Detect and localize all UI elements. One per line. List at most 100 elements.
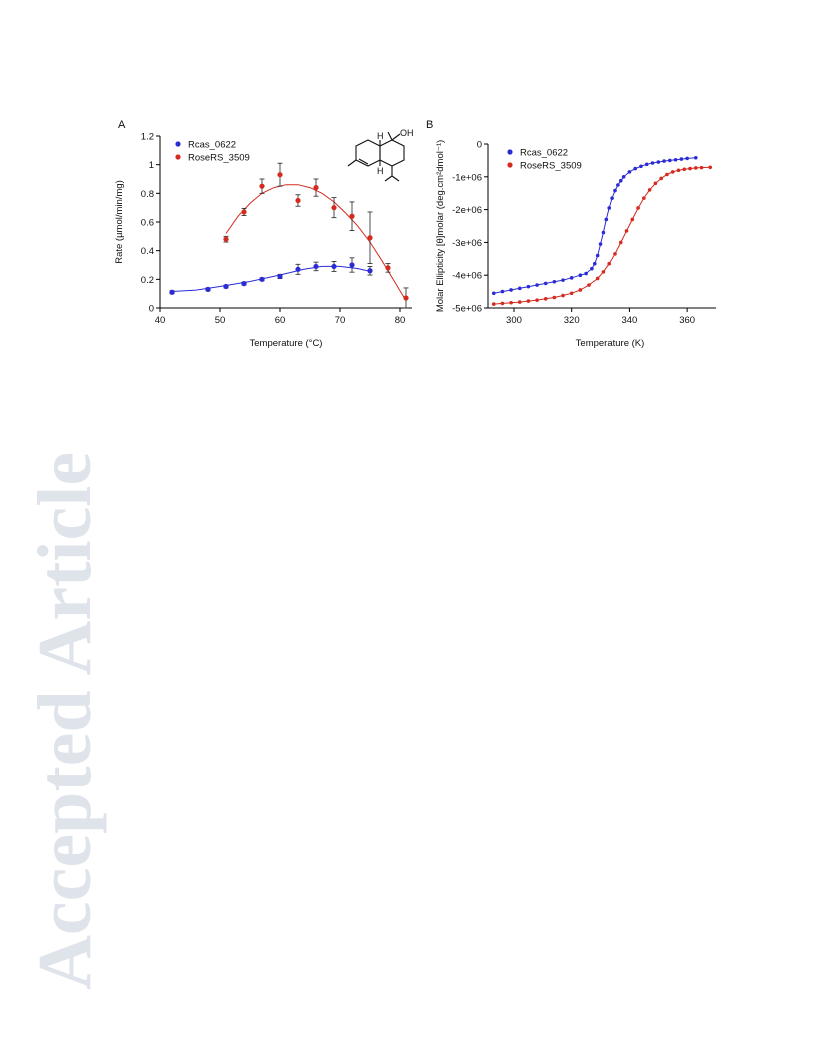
panel-b-point-rcas [633,166,637,171]
atom-label-h-bottom: H [377,166,384,176]
panel-b-point-rcas [618,178,623,183]
panel-b-point-rose [526,299,531,303]
panel-b-point-rcas [673,157,678,162]
panel-b-point-rose [699,165,704,170]
watermark-text: Accepted Article [23,452,107,990]
panel-a-point-rcas [313,263,319,270]
panel-a-y-tick-label: 0.6 [141,218,154,229]
panel-b-point-rcas [601,230,606,235]
ring-left [355,139,381,167]
panel-a-point-rcas [277,273,283,280]
panel-a-x-tick-label: 50 [215,315,226,326]
panel-b-point-rcas [693,155,698,160]
ring-right [379,139,405,167]
panel-b-point-rcas [509,288,513,292]
panel-a-point-rcas [295,266,301,272]
panel-a-y-axis-title: Rate (µmol/min/mg) [114,180,125,264]
panel-b-point-rose [618,240,623,245]
panel-a-point-rcas [367,268,373,274]
panel-b-point-rcas [592,261,597,266]
panel-b-point-rcas [543,281,548,286]
panel-b-point-rose [509,300,513,305]
panel-b-legend: Rcas_0622 RoseRS_3509 [507,148,582,172]
panel-a-legend: Rcas_0622 RoseRS_3509 [175,140,250,164]
panel-b-point-rose [624,229,629,233]
panel-a-y-tick-label: 0 [149,304,154,315]
panel-b-point-rcas [644,162,649,167]
panel-b-point-rcas [569,276,574,280]
panel-b-x-tick-label: 320 [564,315,580,326]
panel-b-point-rcas [627,170,632,174]
panel-b-point-rcas [595,253,600,258]
panel-b-point-rcas [561,278,565,282]
panel-b-point-rose [659,176,663,181]
panel-a-rate-vs-temperature: A 40 50 60 70 80 0 0.2 0.4 0.6 0.8 1 1.2 Temperatur… [114,119,414,349]
panel-b-point-rcas [621,175,626,179]
panel-b-point-rose [595,276,600,281]
panel-b-y-tick-label: -4e+06 [452,271,482,282]
figure-two-panels: A 40 50 60 70 80 0 0.2 0.4 0.6 0.8 1 1.2 Temperatur… [114,119,716,349]
atom-label-h-top: H [377,131,384,141]
panel-b-point-rose [569,291,574,296]
panel-b-y-tick-label: -1e+06 [452,172,482,183]
legend-marker-rose [175,154,181,160]
panel-b-point-rcas [610,196,614,200]
panel-a-point-rose [313,185,319,191]
panel-b-point-rose [607,261,612,266]
panel-b-point-rcas [584,271,588,276]
panel-b-point-rose [535,298,539,302]
panel-b-point-rose [653,181,658,186]
panel-b-point-rcas [607,206,612,210]
panel-b-series-line-rcas [493,157,696,294]
panel-a-point-rose [259,183,265,189]
panel-b-point-rose [500,301,505,306]
panel-b-point-rcas [639,164,643,169]
panel-b-point-rose [578,288,583,292]
panel-b-point-rcas [662,159,666,163]
panel-b-y-tick-label: -3e+06 [452,238,482,249]
panel-b-point-rcas [613,188,617,193]
panel-b-point-rose [552,295,557,300]
panel-a-fit-line-rose [225,184,407,302]
legend-label-rcas: Rcas_0622 [188,140,236,151]
panel-b-point-rose [676,168,681,173]
panel-b-point-rcas [598,242,603,246]
panel-b-y-axis-title: Molar Ellipticity [θ]molar (deg.cm²dmol⁻… [435,140,446,312]
panel-b-point-rcas [604,217,609,222]
panel-a-y-tick-label: 0.8 [141,189,154,200]
panel-a-x-tick-label: 70 [335,315,346,326]
panel-b-point-rose [642,196,646,200]
panel-a-point-rose [295,197,301,204]
panel-b-series-line-rose [493,166,711,305]
panel-a-point-rose [403,295,409,301]
panel-a-point-rose [277,172,283,178]
methyl-left [347,159,357,167]
panel-b-x-tick-label: 360 [679,315,695,326]
ring-double-bond [358,158,369,165]
panel-b-y-tick-label: 0 [477,140,482,151]
panel-b-point-rose [543,297,548,301]
panel-a-point-rose [241,209,247,215]
panel-b-point-rcas [578,273,583,277]
panel-a-x-tick-label: 60 [275,315,286,326]
isopropyl-left [384,175,393,182]
panel-b-point-rcas [650,161,655,165]
panel-a-point-rose [223,236,229,242]
panel-b-point-rose [688,166,692,171]
panel-a-y-tick-label: 0.4 [141,246,154,257]
panel-b-point-rcas [552,279,557,284]
panel-b-x-tick-label: 340 [621,315,637,326]
panel-b-y-tick-label: -5e+06 [452,304,482,315]
legend-label-rose: RoseRS_3509 [520,161,582,172]
molecule-structure-drawing: OH H H [347,128,414,182]
panel-b-point-rcas [616,183,620,187]
panel-a-point-rcas [169,289,175,295]
panel-a-y-tick-label: 1 [149,160,154,171]
panel-a-point-rcas [349,262,355,268]
panel-a-x-tick-label: 80 [395,315,406,326]
panel-b-point-rose [601,270,606,274]
panel-b-point-rcas [517,286,522,291]
panel-a-y-tick-label: 1.2 [141,132,154,143]
oh-bond [391,133,401,141]
panel-b-point-rcas [500,289,505,294]
